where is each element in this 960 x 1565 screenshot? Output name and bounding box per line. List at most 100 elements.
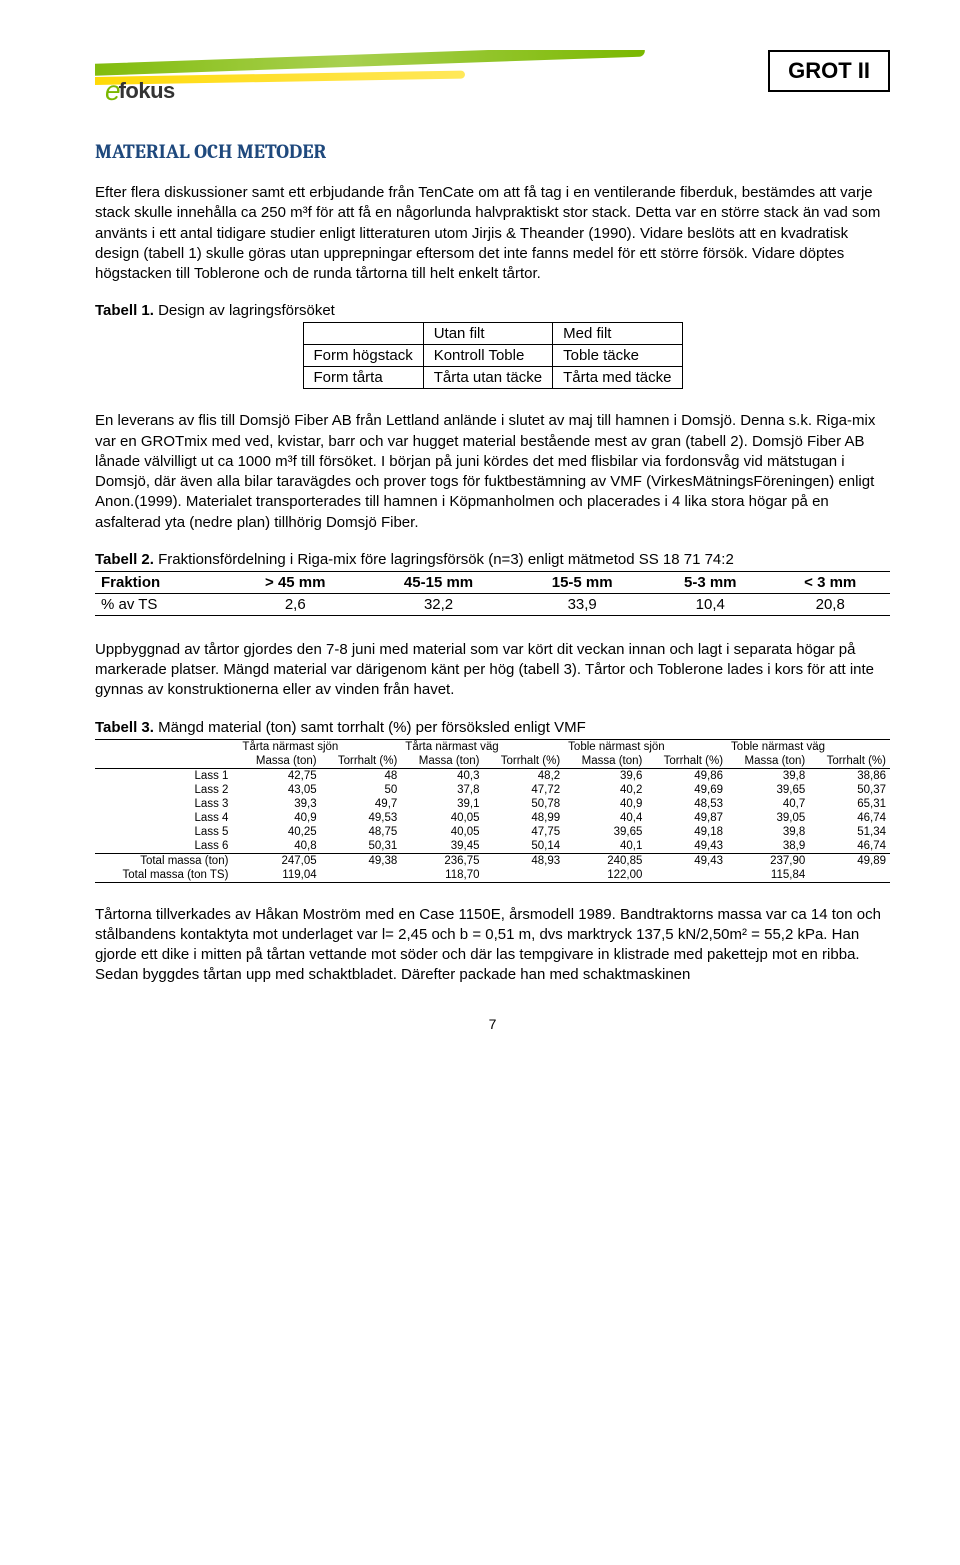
table3-cell: 43,05 xyxy=(238,783,320,797)
table3-cell: 39,65 xyxy=(727,783,809,797)
table3-cell: 40,9 xyxy=(238,811,320,825)
table3-g0: Tårta närmast sjön xyxy=(238,739,401,754)
table3-cell: 48,53 xyxy=(646,797,727,811)
table1-r1-label: Form tårta xyxy=(303,367,423,389)
table3-cell: 50 xyxy=(321,783,402,797)
table3-cell: 39,8 xyxy=(727,825,809,839)
table3-cell: 46,74 xyxy=(809,839,890,854)
table3-sub-0b: Torrhalt (%) xyxy=(321,754,402,769)
table3-cell: 39,45 xyxy=(401,839,483,854)
table3-total-label: Total massa (ton TS) xyxy=(95,868,238,883)
table1: Utan filt Med filt Form högstack Kontrol… xyxy=(303,322,683,389)
table2-v1: 32,2 xyxy=(363,593,514,615)
table3-cell: 40,3 xyxy=(401,768,483,783)
table3-cell: 50,31 xyxy=(321,839,402,854)
table2-h0: Fraktion xyxy=(95,571,228,593)
table2-caption-text: Fraktionsfördelning i Riga-mix före lagr… xyxy=(154,551,734,568)
table1-head-blank xyxy=(303,323,423,345)
table3-cell: 49,53 xyxy=(321,811,402,825)
table3-sub-1a: Massa (ton) xyxy=(401,754,483,769)
table2-h1: > 45 mm xyxy=(228,571,363,593)
table3-total-cell: 122,00 xyxy=(564,868,646,883)
paragraph-3: Uppbyggnad av tårtor gjordes den 7-8 jun… xyxy=(95,640,890,701)
table3-total-cell: 240,85 xyxy=(564,853,646,868)
table2-v4: 20,8 xyxy=(770,593,890,615)
table3-total-row: Total massa (ton)247,0549,38236,7548,932… xyxy=(95,853,890,868)
table3-caption-text: Mängd material (ton) samt torrhalt (%) p… xyxy=(154,719,586,736)
table3-cell: 40,4 xyxy=(564,811,646,825)
table3-row: Lass 339,349,739,150,7840,948,5340,765,3… xyxy=(95,797,890,811)
table3-cell: 40,05 xyxy=(401,811,483,825)
table3-cell: 47,75 xyxy=(484,825,565,839)
table2-caption: Tabell 2. Fraktionsfördelning i Riga-mix… xyxy=(95,551,890,568)
table3-row: Lass 640,850,3139,4550,1440,149,4338,946… xyxy=(95,839,890,854)
table1-r0-c1: Kontroll Toble xyxy=(423,345,552,367)
table2-v3: 10,4 xyxy=(650,593,770,615)
table3-cell: 50,78 xyxy=(484,797,565,811)
table3-cell: 48 xyxy=(321,768,402,783)
table1-caption-text: Design av lagringsförsöket xyxy=(154,302,335,319)
table3-cell: 46,74 xyxy=(809,811,890,825)
table3-sub-3b: Torrhalt (%) xyxy=(809,754,890,769)
table3-cell: 40,2 xyxy=(564,783,646,797)
table3-cell: 39,8 xyxy=(727,768,809,783)
table2-v2: 33,9 xyxy=(514,593,650,615)
table3-cell: 65,31 xyxy=(809,797,890,811)
table3-cell: 50,37 xyxy=(809,783,890,797)
table3-cell: 38,86 xyxy=(809,768,890,783)
table3-cell: 48,75 xyxy=(321,825,402,839)
table1-r1-c1: Tårta utan täcke xyxy=(423,367,552,389)
table3-caption: Tabell 3. Mängd material (ton) samt torr… xyxy=(95,719,890,736)
table3-cell: 50,14 xyxy=(484,839,565,854)
table3-total-cell xyxy=(646,868,727,883)
table3-row: Lass 243,055037,847,7240,249,6939,6550,3… xyxy=(95,783,890,797)
table3-cell: 37,8 xyxy=(401,783,483,797)
table3-cell: 40,8 xyxy=(238,839,320,854)
table2-v0: 2,6 xyxy=(228,593,363,615)
table3-cell: 40,25 xyxy=(238,825,320,839)
table3: Tårta närmast sjön Tårta närmast väg Tob… xyxy=(95,739,890,883)
table2-h4: 5-3 mm xyxy=(650,571,770,593)
table3-total-label: Total massa (ton) xyxy=(95,853,238,868)
table3-row: Lass 142,754840,348,239,649,8639,838,86 xyxy=(95,768,890,783)
table3-cell: 39,6 xyxy=(564,768,646,783)
table3-caption-label: Tabell 3. xyxy=(95,719,154,736)
page-header: efokus GROT II xyxy=(95,50,890,120)
table3-row-label: Lass 5 xyxy=(95,825,238,839)
table3-total-cell: 236,75 xyxy=(401,853,483,868)
paragraph-4: Tårtorna tillverkades av Håkan Moström m… xyxy=(95,905,890,986)
paragraph-2: En leverans av flis till Domsjö Fiber AB… xyxy=(95,411,890,533)
table1-caption-label: Tabell 1. xyxy=(95,302,154,319)
table3-cell: 47,72 xyxy=(484,783,565,797)
table3-cell: 40,9 xyxy=(564,797,646,811)
page-number: 7 xyxy=(95,1016,890,1032)
section-heading: MATERIAL OCH METODER xyxy=(95,140,890,163)
table3-row-label: Lass 1 xyxy=(95,768,238,783)
paragraph-1: Efter flera diskussioner samt ett erbjud… xyxy=(95,183,890,284)
table3-cell: 49,87 xyxy=(646,811,727,825)
table3-total-cell xyxy=(321,868,402,883)
table3-total-cell xyxy=(484,868,565,883)
table3-row-label: Lass 6 xyxy=(95,839,238,854)
table3-cell: 49,43 xyxy=(646,839,727,854)
table3-sub-2a: Massa (ton) xyxy=(564,754,646,769)
table1-r1-c2: Tårta med täcke xyxy=(553,367,682,389)
table3-total-cell: 237,90 xyxy=(727,853,809,868)
table3-cell: 39,65 xyxy=(564,825,646,839)
table3-total-cell: 115,84 xyxy=(727,868,809,883)
table2-h5: < 3 mm xyxy=(770,571,890,593)
table3-cell: 39,3 xyxy=(238,797,320,811)
table3-sub-1b: Torrhalt (%) xyxy=(484,754,565,769)
table3-total-cell: 49,43 xyxy=(646,853,727,868)
table3-cell: 42,75 xyxy=(238,768,320,783)
logo-fokus: fokus xyxy=(119,78,175,104)
table3-cell: 39,05 xyxy=(727,811,809,825)
table1-r0-c2: Toble täcke xyxy=(553,345,682,367)
table3-row: Lass 540,2548,7540,0547,7539,6549,1839,8… xyxy=(95,825,890,839)
table3-cell: 39,1 xyxy=(401,797,483,811)
table3-total-cell: 247,05 xyxy=(238,853,320,868)
table3-cell: 38,9 xyxy=(727,839,809,854)
table2-rowlabel: % av TS xyxy=(95,593,228,615)
table3-total-cell xyxy=(809,868,890,883)
table3-cell: 51,34 xyxy=(809,825,890,839)
